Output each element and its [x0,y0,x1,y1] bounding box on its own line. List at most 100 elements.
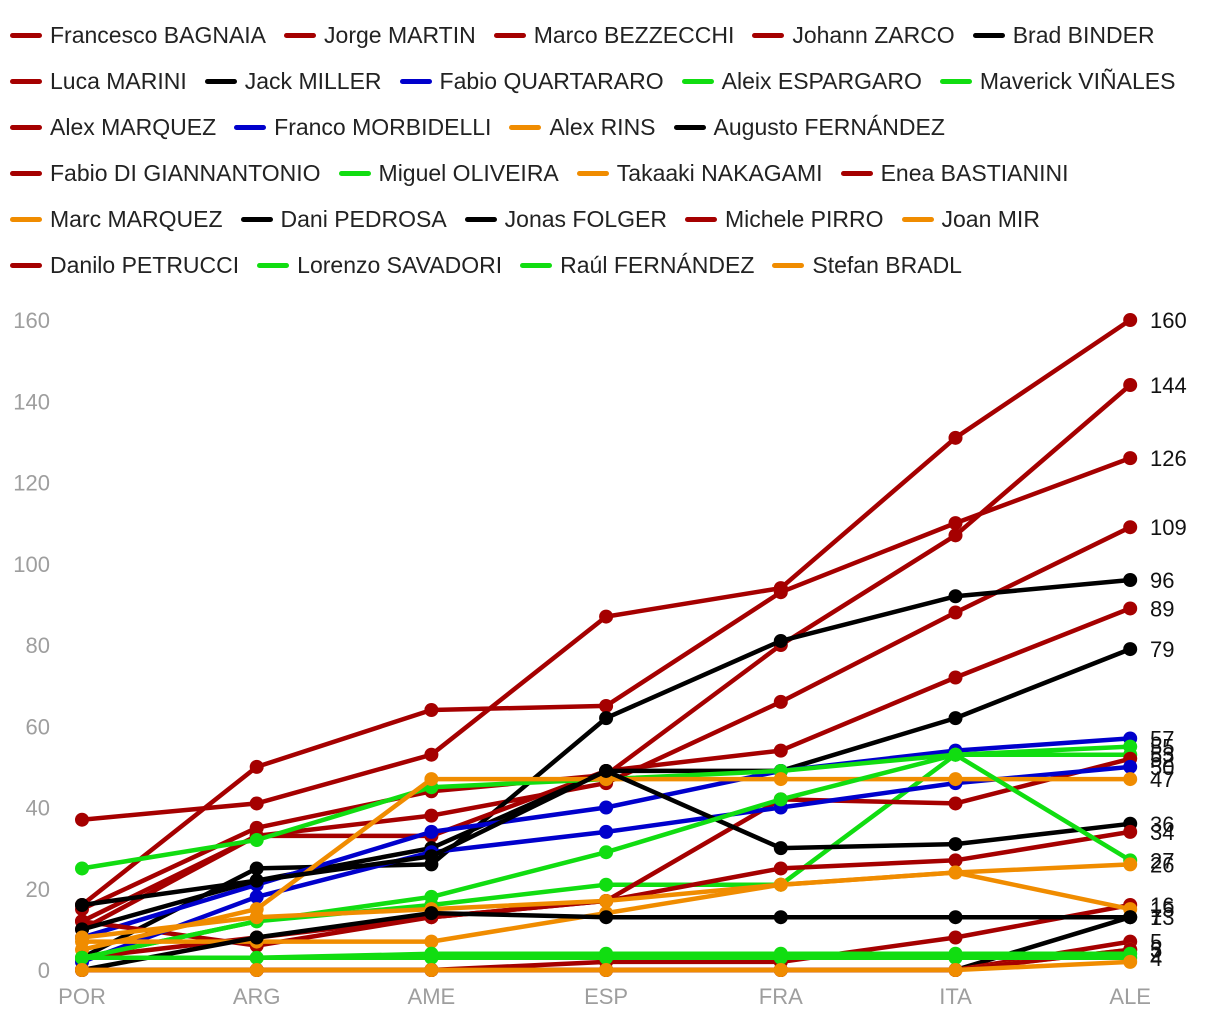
legend-item[interactable]: Stefan BRADL [772,252,962,279]
end-value-label: 57 [1150,726,1174,751]
legend-swatch [10,78,42,84]
legend-swatch [685,216,718,222]
data-point [948,528,963,543]
legend-item[interactable]: Dani PEDROSA [240,206,447,233]
data-point [75,812,89,827]
legend-item[interactable]: Franco MORBIDELLI [234,114,491,141]
data-point [1123,573,1138,587]
data-point [249,889,264,904]
legend-item[interactable]: Jack MILLER [204,67,382,95]
legend-item[interactable]: Danilo PETRUCCI [10,252,239,279]
end-value-label: 5 [1150,938,1162,963]
end-value-label: 27 [1150,848,1174,873]
legend-label: Marco BEZZECCHI [533,21,735,48]
legend-label: Raúl FERNÁNDEZ [560,251,755,278]
legend-item[interactable]: Maverick VIÑALES [939,68,1175,95]
legend-label: Takaaki NAKAGAMI [616,159,823,186]
legend-swatch [939,78,972,84]
legend-swatch [284,32,317,38]
legend-item[interactable]: Alex MARQUEZ [10,114,216,141]
data-point [1123,520,1138,535]
data-point [773,877,788,892]
legend-item[interactable]: Aleix ESPARGARO [681,68,922,95]
legend-item[interactable]: Lorenzo SAVADORI [257,252,502,279]
legend-label: Stefan BRADL [812,251,962,278]
legend-label: Jack MILLER [244,67,382,94]
data-point [1123,954,1138,969]
data-point [948,670,963,685]
data-point [599,963,614,977]
end-value-label: 2 [1150,942,1162,967]
legend-item[interactable]: Joan MIR [901,205,1040,233]
end-labels: 1601441261099689795755535250473634272616… [1150,308,1187,971]
legend-item[interactable]: Marco BEZZECCHI [493,21,735,49]
data-point [424,747,439,762]
legend-row: Danilo PETRUCCI Lorenzo SAVADORI Raúl FERN… [10,242,1210,288]
data-point [773,963,788,977]
data-point [773,585,788,600]
legend-item[interactable]: Enea BASTIANINI [840,160,1069,187]
series-line [79,524,1133,932]
legend-item[interactable]: Michele PIRRO [685,206,884,233]
legend-item[interactable]: Johann ZARCO [752,22,955,49]
x-axis: POR ARG AME ESP FRA ITA ALE [58,984,1151,1009]
x-tick-label: ITA [939,984,972,1009]
y-tick-label: 0 [38,958,50,983]
legend-item[interactable]: Francesco BAGNAIA [10,22,266,49]
series-line-group [75,759,1138,969]
legend-row: Marc MARQUEZ Dani PEDROSA Jonas FOLGER Mich… [10,196,1210,242]
data-point [773,694,788,709]
data-point [424,824,439,839]
legend-item[interactable]: Jorge MARTIN [284,22,476,49]
legend-label: Fabio DI GIANNANTONIO [50,159,321,186]
x-tick-label: FRA [759,984,803,1009]
data-point [249,796,264,811]
data-point [249,873,264,888]
end-value-label: 47 [1150,767,1174,792]
data-point [948,796,963,811]
x-tick-label: AME [408,984,456,1009]
legend-label: Miguel OLIVEIRA [378,159,559,186]
data-point [948,946,963,961]
data-point [75,934,89,949]
data-point [249,759,264,774]
end-value-label: 52 [1150,747,1174,772]
end-value-label: 5 [1150,930,1162,955]
legend-item[interactable]: Miguel OLIVEIRA [338,159,559,187]
data-point [249,861,264,876]
data-point [599,824,614,839]
legend-item[interactable]: Luca MARINI [10,68,187,95]
legend-item[interactable]: Augusto FERNÁNDEZ [673,114,945,141]
legend-swatch [772,262,805,268]
legend-label: Franco MORBIDELLI [274,113,492,140]
series-line [79,317,1133,822]
end-value-label: 160 [1150,308,1187,333]
legend-item[interactable]: Brad BINDER [972,22,1155,49]
legend-item[interactable]: Alex RINS [509,114,656,141]
data-point [599,698,614,713]
legend-item[interactable]: Marc MARQUEZ [10,206,223,233]
data-point [424,946,439,961]
legend-swatch [338,170,371,176]
legend-label: Joan MIR [941,205,1040,232]
legend-item[interactable]: Fabio QUARTARARO [399,68,664,95]
legend-swatch [493,32,526,38]
legend-item[interactable]: Raúl FERNÁNDEZ [520,252,754,279]
legend-label: Luca MARINI [50,67,187,94]
data-point [1123,642,1138,657]
data-point [948,430,963,445]
x-tick-label: POR [58,984,106,1009]
end-value-label: 109 [1150,515,1187,540]
legend-label: Francesco BAGNAIA [50,21,267,48]
data-point [773,841,788,856]
data-point [249,963,264,977]
legend-item[interactable]: Jonas FOLGER [464,206,667,233]
y-tick-label: 80 [26,633,50,658]
data-point [424,963,439,977]
end-value-label: 126 [1150,446,1187,471]
end-value-label: 55 [1150,735,1174,760]
legend-item[interactable]: Takaaki NAKAGAMI [576,159,823,187]
data-point [773,910,788,925]
legend-item[interactable]: Fabio DI GIANNANTONIO [10,160,321,187]
legend-swatch [972,32,1005,38]
